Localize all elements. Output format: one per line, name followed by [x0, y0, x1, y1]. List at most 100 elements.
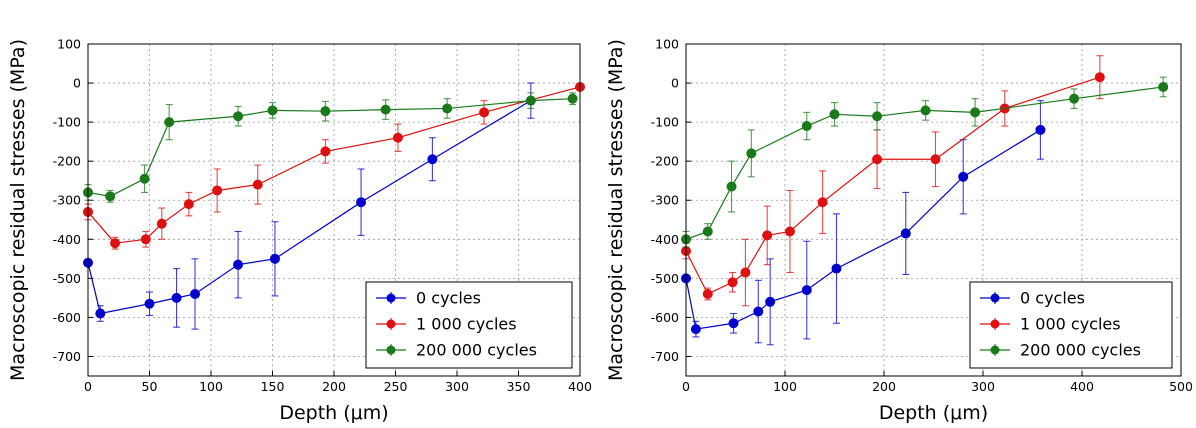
data-point [233, 111, 244, 122]
legend-label: 1 000 cycles [1020, 315, 1121, 334]
legend-label: 0 cycles [1020, 289, 1085, 308]
series-1 [83, 81, 585, 250]
data-point [140, 234, 151, 245]
data-point [765, 296, 776, 307]
data-point [320, 146, 331, 157]
x-tick-label: 100 [199, 379, 223, 394]
data-point [212, 185, 223, 196]
legend-label: 200 000 cycles [1020, 341, 1141, 360]
data-point [727, 277, 738, 288]
x-tick-label: 0 [84, 379, 92, 394]
data-point [1069, 93, 1080, 104]
data-point [567, 93, 578, 104]
x-tick-label: 350 [507, 379, 531, 394]
y-tick-label: -300 [53, 193, 81, 208]
y-tick-label: 0 [73, 76, 81, 91]
data-point [1158, 81, 1169, 92]
legend-label: 200 000 cycles [416, 341, 537, 360]
legend-entry: 0 cycles [980, 289, 1085, 308]
data-point [156, 218, 167, 229]
legend-entry: 1 000 cycles [980, 315, 1121, 334]
data-point [829, 109, 840, 120]
data-point [817, 197, 828, 208]
data-point [190, 288, 201, 299]
legend-marker [990, 345, 1000, 355]
x-tick-label: 150 [261, 379, 285, 394]
data-point [164, 117, 175, 128]
y-tick-label: -400 [651, 232, 679, 247]
y-tick-label: -500 [53, 271, 81, 286]
y-tick-label: -300 [651, 193, 679, 208]
data-point [442, 103, 453, 114]
series-line [87, 100, 532, 315]
data-point [110, 238, 121, 249]
y-tick-label: -400 [53, 232, 81, 247]
legend-box [969, 281, 1173, 369]
data-point [801, 285, 812, 296]
y-tick-label: -600 [53, 310, 81, 325]
data-point [831, 263, 842, 274]
legend-entry: 1 000 cycles [376, 315, 517, 334]
data-point [872, 111, 883, 122]
data-point [740, 267, 751, 278]
y-tick-label: 0 [671, 76, 679, 91]
data-point [525, 95, 536, 106]
data-point [95, 308, 106, 319]
data-point [427, 154, 438, 165]
data-point [762, 230, 773, 241]
y-tick-label: -700 [53, 349, 81, 364]
axes-frame [87, 43, 581, 377]
y-tick-label: -200 [651, 154, 679, 169]
data-point [801, 121, 812, 132]
y-axis-label: Macroscopic residual stresses (MPa) [605, 39, 627, 381]
data-point [356, 197, 367, 208]
chart-right: 0 100 200 300 400 500 100 0 -100 -200 -300 -400 -500… [605, 37, 1193, 425]
data-point [1094, 72, 1105, 83]
y-tick-label: -100 [651, 115, 679, 130]
x-tick-label: 300 [445, 379, 469, 394]
y-tick-label: 100 [57, 37, 81, 52]
data-point [252, 179, 263, 190]
x-tick-label: 400 [1070, 379, 1094, 394]
y-tick-label: -700 [651, 349, 679, 364]
legend-marker [990, 319, 1000, 329]
legend-marker [386, 293, 396, 303]
data-point [320, 106, 331, 117]
data-point [105, 191, 116, 202]
data-point [380, 104, 391, 115]
data-point [970, 107, 981, 118]
data-point [784, 226, 795, 237]
data-point [1035, 124, 1046, 135]
data-point [900, 228, 911, 239]
legend: 0 cycles 1 000 cycles 200 000 cycles [969, 281, 1173, 369]
legend-box [365, 281, 573, 369]
y-tick-label: 100 [655, 37, 679, 52]
legend-entry: 200 000 cycles [376, 341, 537, 360]
data-point [872, 154, 883, 165]
x-tick-label: 0 [682, 379, 690, 394]
x-tick-label: 200 [872, 379, 896, 394]
data-point [139, 173, 150, 184]
x-tick-label: 300 [971, 379, 995, 394]
series-2 [681, 76, 1169, 248]
data-point [728, 318, 739, 329]
data-point [171, 292, 182, 303]
legend-marker [386, 345, 396, 355]
data-point [269, 253, 280, 264]
y-tick-label: -600 [651, 310, 679, 325]
data-point [233, 259, 244, 270]
data-point [267, 105, 278, 116]
y-tick-label: -100 [53, 115, 81, 130]
y-tick-label: -200 [53, 154, 81, 169]
data-point [183, 199, 194, 210]
data-point [958, 171, 969, 182]
data-point [392, 132, 403, 143]
legend-marker [990, 293, 1000, 303]
x-tick-label: 50 [142, 379, 158, 394]
legend-entry: 0 cycles [376, 289, 481, 308]
data-point [930, 154, 941, 165]
data-point [920, 105, 931, 116]
data-point [702, 226, 713, 237]
y-tick-label: -500 [651, 271, 679, 286]
